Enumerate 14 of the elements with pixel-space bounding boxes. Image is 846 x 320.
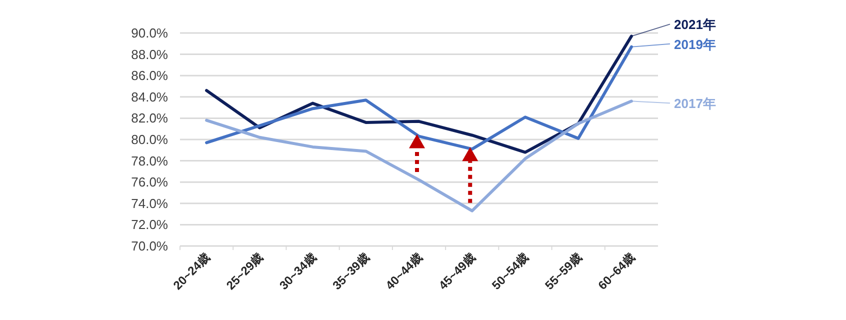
y-tick-label: 74.0%	[131, 196, 168, 211]
legend-label: 2021年	[674, 17, 716, 32]
y-tick-label: 82.0%	[131, 110, 168, 126]
y-tick-label: 78.0%	[131, 153, 168, 168]
y-tick-label: 88.0%	[131, 46, 168, 62]
legend-label: 2017年	[674, 96, 716, 112]
y-tick-label: 72.0%	[131, 217, 168, 232]
y-tick-label: 70.0%	[131, 238, 168, 254]
y-tick-label: 80.0%	[131, 132, 168, 147]
y-tick-label: 90.0%	[131, 26, 168, 40]
y-tick-label: 76.0%	[131, 174, 168, 190]
y-tick-label: 84.0%	[131, 89, 168, 104]
y-tick-label: 86.0%	[131, 68, 168, 84]
legend-label: 2019年	[674, 36, 716, 52]
